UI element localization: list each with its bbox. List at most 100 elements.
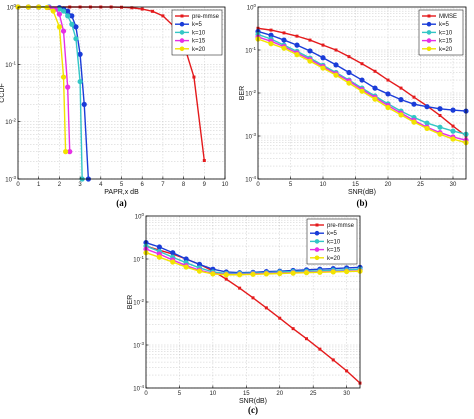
data-point — [192, 75, 196, 79]
legend-entry: k=10 — [422, 30, 453, 36]
y-tick-label: 10-1 — [5, 60, 16, 69]
legend-entry: k=15 — [310, 247, 341, 254]
legend-entry: k=15 — [175, 38, 206, 45]
data-point — [237, 272, 243, 278]
data-point — [318, 347, 322, 351]
x-tick-label: 10 — [210, 391, 217, 397]
data-point — [385, 91, 391, 97]
legend-swatch-marker — [179, 38, 185, 43]
data-point — [69, 13, 75, 19]
data-point — [398, 112, 404, 118]
legend-entry: pre-mmse — [175, 14, 220, 20]
legend-entry: k=5 — [310, 230, 338, 237]
data-point — [73, 36, 79, 42]
legend-entry: k=20 — [175, 46, 206, 53]
subplot-2: 0 5 10 15 20 25 30 100 10-1 10-2 10-3 10-4 SNR(dB) BE… — [239, 3, 469, 208]
legend-swatch-marker — [426, 38, 432, 43]
x-tick-label: 4 — [99, 182, 103, 188]
data-point — [161, 14, 165, 18]
data-point — [345, 369, 349, 373]
subplot-1: 0 1 2 3 4 5 6 7 8 9 10 100 10-1 10-2 10-3 PAPR,x dB CCDF… — [0, 3, 229, 208]
data-point — [450, 128, 456, 134]
legend-swatch-marker — [426, 46, 432, 52]
legend-label: pre-mmse — [192, 14, 220, 20]
legend-swatch-marker — [314, 230, 320, 236]
data-point — [347, 55, 351, 59]
subplot-3: 0 5 10 15 20 25 30 100 10-1 10-2 10-3 10-4 SNR(dB) BE… — [127, 212, 363, 415]
subplot-caption: (c) — [248, 405, 258, 415]
x-tick-label: 6 — [141, 182, 145, 188]
data-point — [196, 268, 203, 274]
data-point — [331, 358, 335, 362]
legend: MMSE k=5 k=10 k=15 k=20 — [418, 9, 464, 56]
data-point — [305, 337, 308, 341]
x-tick-label: 10 — [320, 182, 327, 188]
legend-swatch-marker — [179, 46, 185, 52]
data-point — [210, 271, 216, 277]
x-axis-label: SNR(dB) — [239, 398, 267, 405]
data-point — [67, 149, 73, 155]
legend-swatch-marker — [180, 14, 184, 18]
data-point — [334, 48, 338, 52]
legend-entry: k=20 — [422, 46, 453, 53]
data-point — [398, 97, 404, 103]
x-tick-label: 25 — [310, 391, 317, 397]
legend-label: k=5 — [439, 22, 450, 28]
data-point — [44, 4, 50, 11]
data-point — [63, 149, 69, 155]
data-point — [359, 88, 365, 94]
legend-label: k=20 — [439, 47, 453, 53]
y-tick-label: 100 — [7, 3, 17, 12]
x-axis-label: PAPR,x dB — [104, 189, 139, 196]
data-point — [317, 269, 323, 275]
y-axis-label: CCDF — [0, 83, 6, 102]
data-point — [412, 95, 416, 99]
data-point — [156, 244, 162, 250]
data-point — [196, 261, 203, 267]
data-point — [263, 271, 269, 277]
data-point — [77, 51, 83, 57]
data-point — [130, 6, 134, 10]
x-tick-label: 1 — [37, 182, 41, 188]
data-point — [307, 48, 313, 54]
legend-entry: k=5 — [422, 21, 450, 28]
x-tick-label: 15 — [243, 391, 250, 397]
x-tick-label: 3 — [78, 182, 82, 188]
legend-label: pre-mmse — [327, 223, 355, 229]
data-point — [360, 62, 364, 66]
data-point — [277, 270, 283, 277]
data-point — [438, 113, 442, 117]
legend-label: k=15 — [192, 39, 206, 45]
data-point — [308, 38, 312, 42]
legend-entry: k=10 — [175, 30, 206, 36]
data-point — [281, 37, 287, 43]
data-point — [359, 77, 365, 83]
legend-swatch-marker — [314, 247, 320, 252]
data-point — [269, 28, 273, 32]
data-point — [56, 6, 63, 12]
data-point — [156, 254, 162, 260]
data-point — [373, 69, 377, 73]
data-point — [56, 24, 63, 30]
y-tick-label: 10-1 — [245, 46, 256, 55]
data-point — [60, 74, 67, 80]
legend-swatch-marker — [179, 21, 185, 27]
legend-entry: k=15 — [422, 38, 453, 45]
y-tick-label: 10-3 — [245, 132, 256, 141]
legend: pre-mmse k=5 k=10 k=15 k=20 — [171, 9, 223, 56]
data-point — [251, 296, 255, 300]
legend-entry: k=20 — [310, 255, 341, 262]
subplot-caption: (a) — [116, 198, 127, 208]
legend-label: k=15 — [327, 248, 341, 254]
data-point — [291, 327, 295, 331]
series-MMSE — [256, 26, 468, 138]
data-point — [294, 52, 300, 58]
data-point — [56, 11, 63, 17]
data-point — [77, 78, 83, 85]
x-tick-label: 8 — [182, 182, 186, 188]
data-point — [268, 41, 274, 47]
legend-swatch-marker — [315, 223, 319, 227]
x-tick-label: 7 — [161, 182, 165, 188]
legend-label: MMSE — [439, 14, 457, 20]
